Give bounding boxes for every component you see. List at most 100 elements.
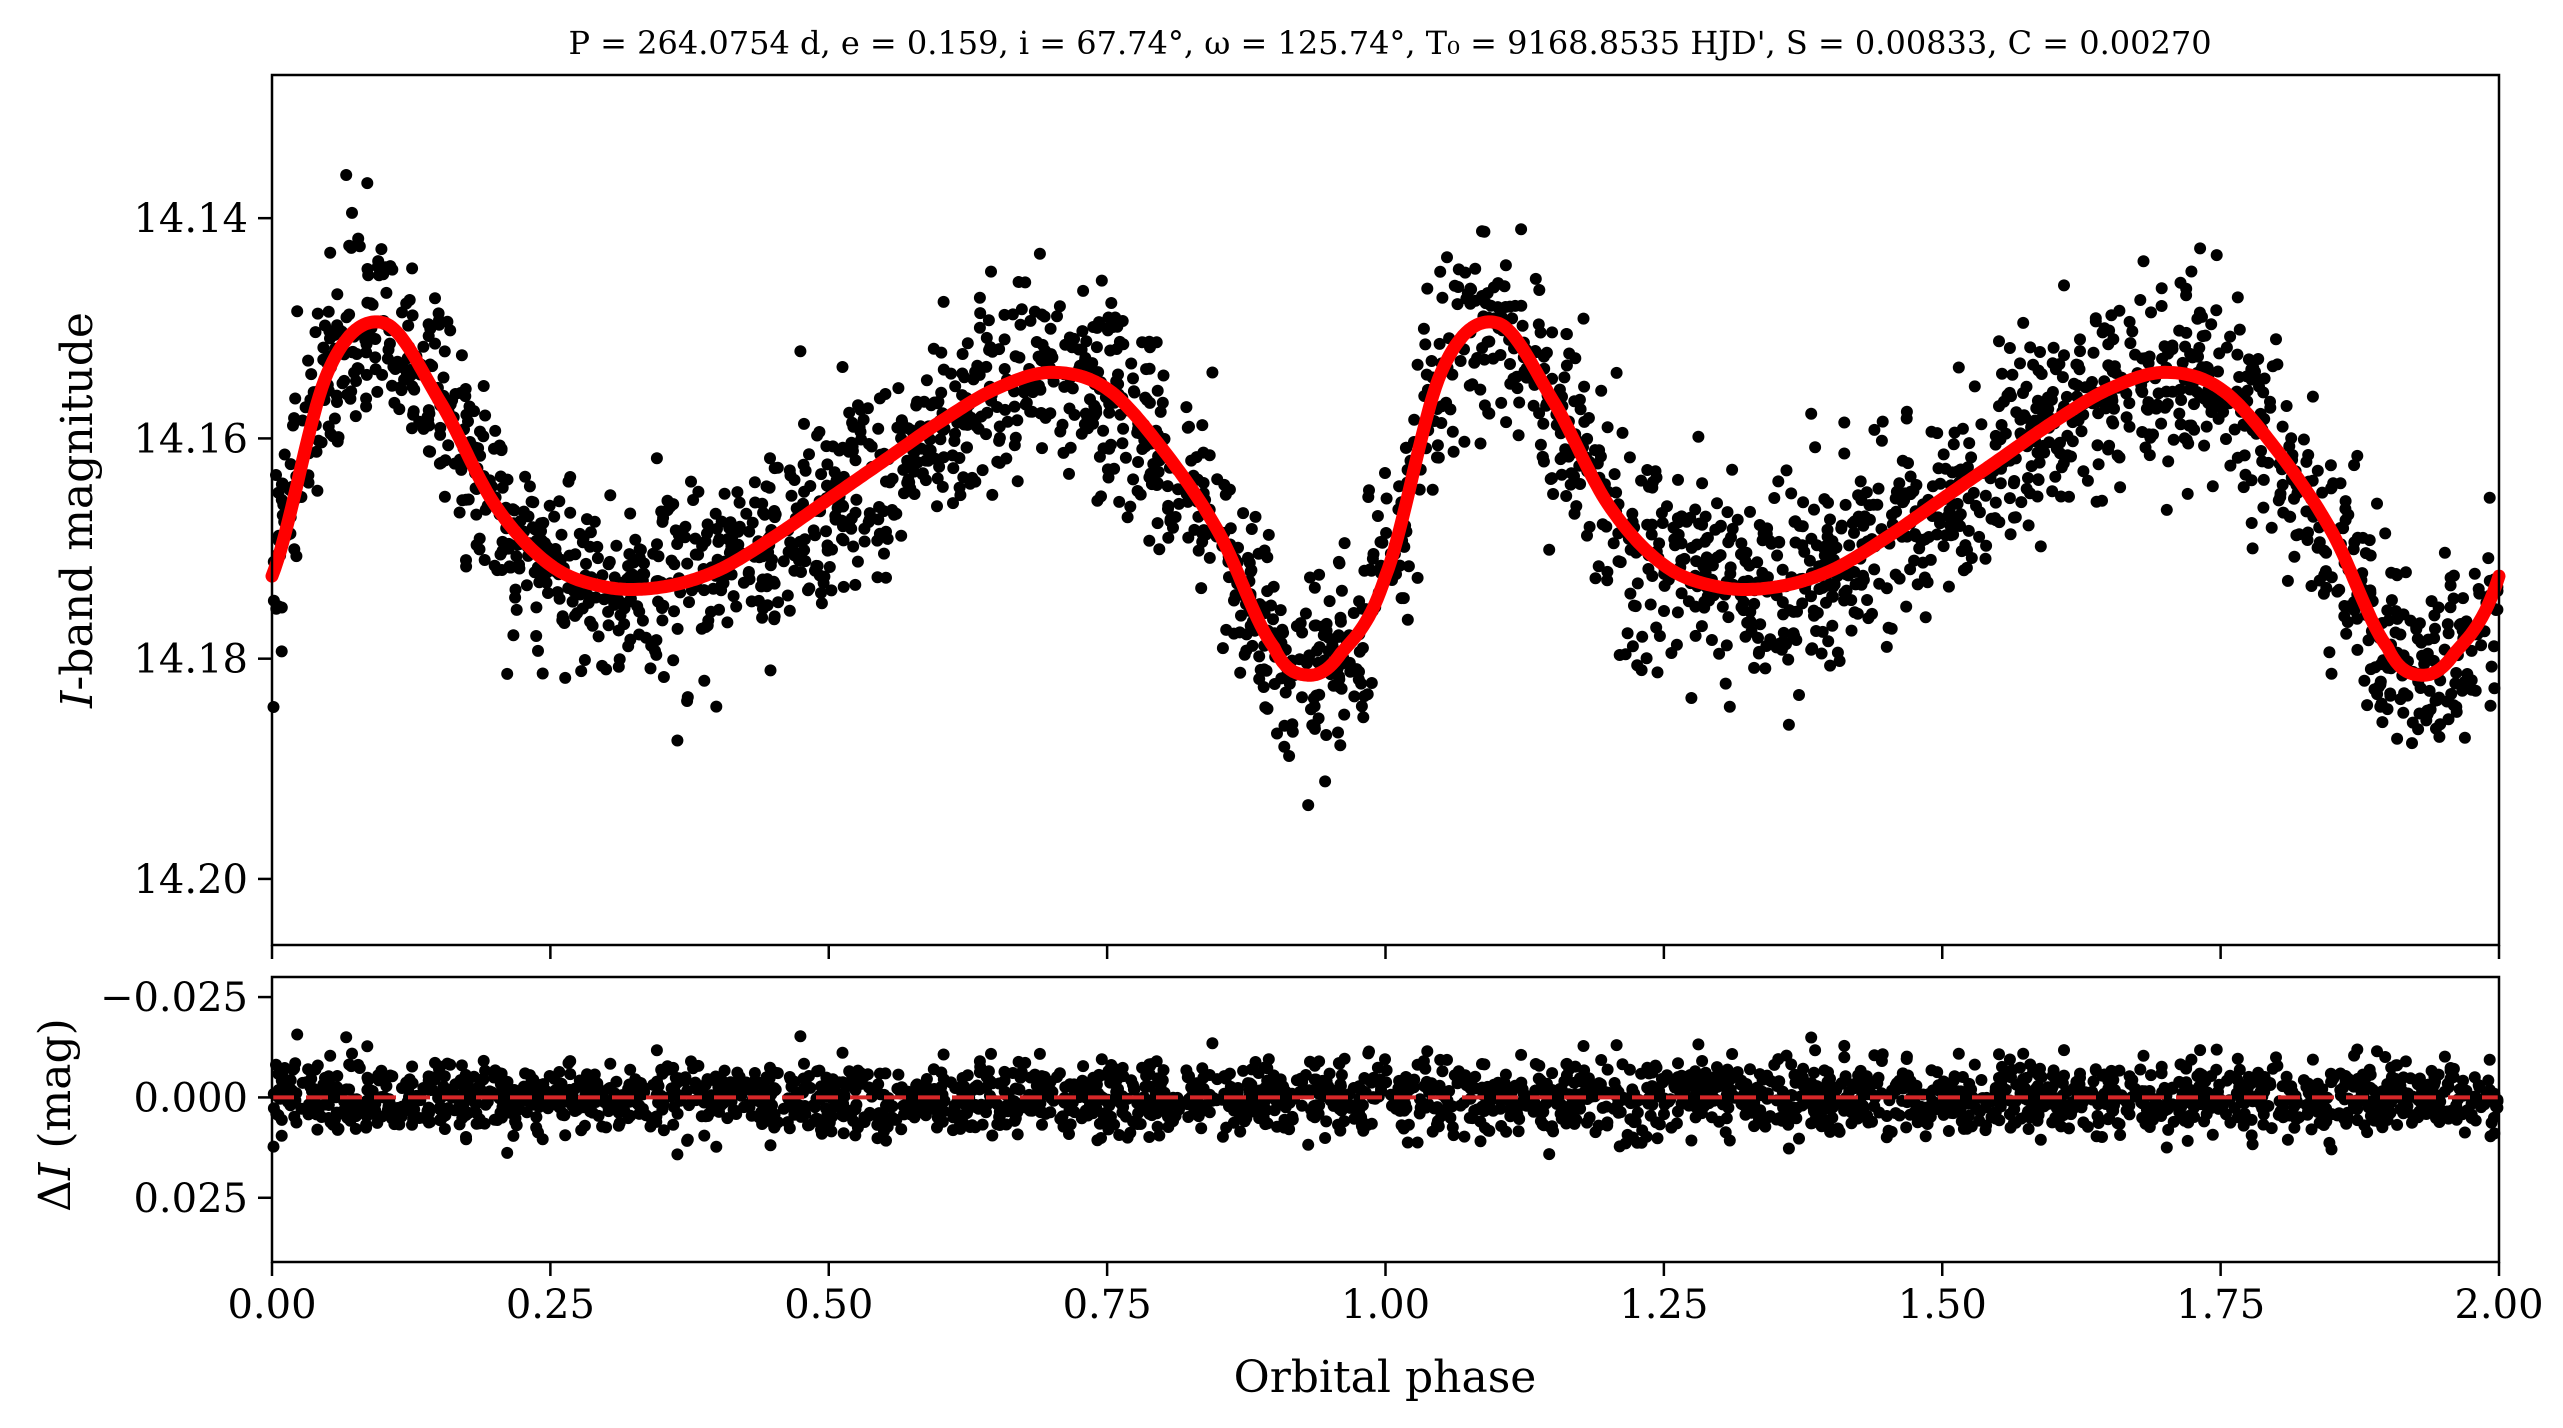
data-point bbox=[1797, 496, 1810, 509]
residual-point bbox=[581, 1068, 593, 1081]
data-point bbox=[1918, 571, 1931, 584]
residual-point bbox=[1036, 1118, 1048, 1131]
data-point bbox=[1417, 322, 1430, 335]
data-point bbox=[1889, 492, 1902, 505]
data-point bbox=[2262, 456, 2275, 469]
residual-point bbox=[2137, 1049, 2150, 1062]
data-point bbox=[1574, 403, 1587, 416]
data-point bbox=[1777, 608, 1790, 621]
data-point bbox=[2465, 644, 2478, 657]
data-point bbox=[2338, 610, 2351, 623]
data-point bbox=[496, 535, 509, 548]
data-point bbox=[820, 525, 832, 538]
data-point bbox=[553, 592, 566, 605]
data-point bbox=[1103, 442, 1116, 455]
data-point bbox=[2327, 477, 2340, 490]
data-point bbox=[1951, 497, 1964, 510]
data-point bbox=[2389, 605, 2402, 618]
data-point bbox=[2428, 609, 2441, 622]
data-point bbox=[849, 578, 862, 591]
data-point bbox=[2212, 365, 2224, 378]
data-point bbox=[1276, 623, 1289, 636]
residual-point bbox=[1363, 1045, 1375, 1058]
data-point bbox=[2179, 340, 2192, 353]
data-point bbox=[798, 485, 811, 498]
data-point bbox=[1244, 565, 1257, 578]
data-point bbox=[715, 584, 728, 597]
residual-point bbox=[671, 1148, 684, 1161]
data-point bbox=[2381, 604, 2394, 617]
data-point bbox=[494, 548, 507, 561]
data-point bbox=[1235, 609, 1247, 622]
data-point bbox=[1771, 549, 1784, 562]
data-point bbox=[602, 619, 615, 632]
data-point bbox=[1267, 613, 1279, 626]
data-point bbox=[671, 538, 684, 550]
data-point bbox=[2092, 458, 2105, 471]
data-point bbox=[2027, 358, 2040, 371]
residual-point bbox=[1268, 1104, 1281, 1117]
data-point bbox=[931, 500, 943, 513]
data-point bbox=[1136, 336, 1149, 349]
residual-point bbox=[1775, 1114, 1788, 1127]
residual-point bbox=[1919, 1130, 1932, 1143]
data-point bbox=[1044, 322, 1057, 335]
residual-point bbox=[477, 1073, 490, 1086]
data-point bbox=[2077, 465, 2090, 478]
data-point bbox=[2003, 342, 2016, 354]
data-point bbox=[340, 311, 353, 324]
data-point bbox=[2199, 329, 2212, 342]
data-point bbox=[1607, 537, 1620, 550]
data-point bbox=[1763, 534, 1776, 547]
residual-point bbox=[2231, 1052, 2244, 1065]
data-point bbox=[2488, 640, 2500, 653]
residual-point bbox=[2306, 1053, 2319, 1066]
data-point bbox=[406, 309, 419, 322]
data-point bbox=[2280, 400, 2293, 412]
data-point bbox=[712, 535, 725, 548]
data-point bbox=[1723, 700, 1736, 713]
data-point bbox=[1568, 395, 1581, 408]
residual-point bbox=[1692, 1038, 1705, 1051]
data-point bbox=[1782, 653, 1795, 666]
data-point bbox=[501, 473, 514, 486]
data-point bbox=[586, 619, 599, 632]
data-point bbox=[1084, 393, 1096, 406]
data-point bbox=[1095, 490, 1107, 503]
data-point bbox=[470, 508, 483, 521]
data-point bbox=[1448, 279, 1461, 292]
data-point bbox=[1815, 647, 1828, 660]
residual-point bbox=[1421, 1045, 1434, 1058]
data-point bbox=[1909, 530, 1922, 543]
data-point bbox=[1810, 625, 1823, 637]
data-point bbox=[923, 444, 935, 457]
data-point bbox=[2008, 511, 2020, 524]
data-point bbox=[1419, 338, 1432, 351]
data-point bbox=[1499, 259, 1512, 272]
residual-point bbox=[1809, 1044, 1822, 1057]
residual-point bbox=[2210, 1043, 2223, 1056]
residual-point bbox=[976, 1118, 989, 1131]
residual-point bbox=[1402, 1118, 1415, 1131]
data-point bbox=[2265, 521, 2278, 534]
data-point bbox=[596, 659, 609, 672]
data-point bbox=[2469, 684, 2482, 697]
data-point bbox=[2319, 565, 2332, 578]
residual-point bbox=[591, 1081, 604, 1094]
data-point bbox=[2103, 324, 2116, 337]
data-point bbox=[1195, 582, 1208, 595]
data-point bbox=[455, 349, 468, 362]
data-point bbox=[1720, 639, 1733, 652]
data-point bbox=[1965, 552, 1978, 564]
data-point bbox=[1252, 547, 1265, 560]
data-point bbox=[2438, 546, 2451, 559]
residual-point bbox=[2092, 1117, 2105, 1129]
data-point bbox=[1431, 439, 1444, 452]
residual-point bbox=[400, 1076, 413, 1089]
data-point bbox=[730, 600, 743, 613]
data-point bbox=[2111, 449, 2124, 462]
data-point bbox=[1826, 619, 1839, 632]
data-point bbox=[2468, 567, 2481, 580]
data-point bbox=[698, 584, 711, 597]
residual-point bbox=[2231, 1073, 2244, 1086]
